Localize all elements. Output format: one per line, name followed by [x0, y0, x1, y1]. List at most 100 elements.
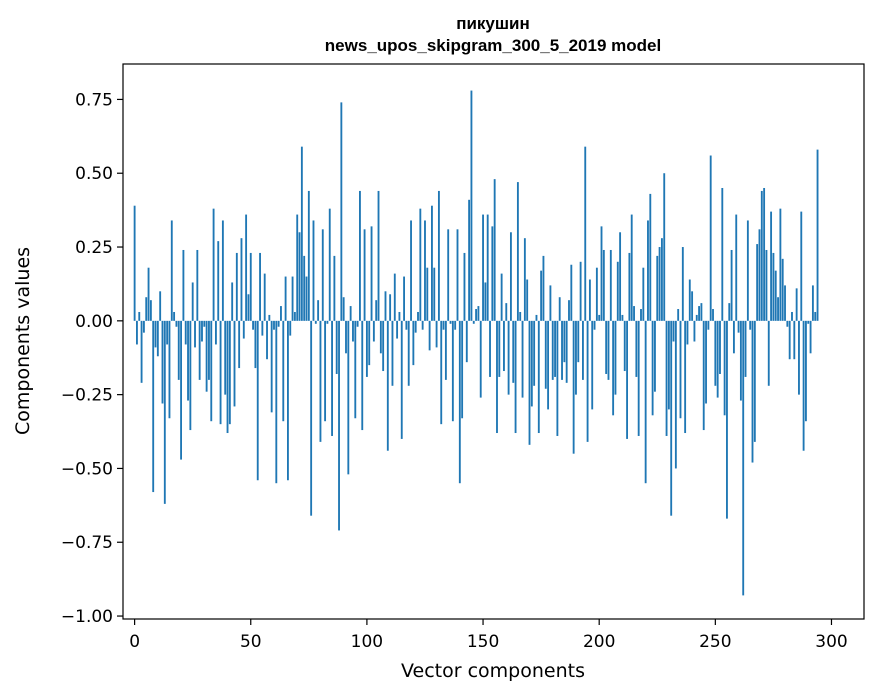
bar-0: [133, 205, 136, 321]
bar-294: [816, 149, 819, 321]
bar-122: [417, 311, 419, 321]
bar-150: [482, 214, 484, 321]
bar-275: [772, 252, 775, 321]
bar-244: [700, 303, 703, 321]
bar-115: [400, 320, 403, 439]
bar-167: [521, 320, 524, 398]
bar-106: [379, 320, 382, 354]
bar-223: [651, 320, 654, 416]
bar-170: [528, 320, 531, 445]
bar-111: [391, 320, 394, 386]
bar-137: [451, 320, 454, 422]
bar-119: [410, 220, 412, 321]
bar-235: [679, 320, 682, 419]
bar-20: [180, 320, 182, 460]
bar-178: [547, 320, 550, 410]
bar-112: [393, 273, 396, 321]
y-tick-label: 0.75: [75, 90, 113, 110]
bar-144: [468, 199, 471, 321]
bar-231: [670, 320, 673, 516]
bar-63: [280, 306, 282, 321]
x-tick-label: 250: [699, 632, 731, 652]
bar-54: [259, 252, 261, 321]
bar-189: [572, 320, 575, 454]
bar-151: [484, 282, 487, 321]
bar-172: [533, 320, 536, 386]
bar-99: [363, 229, 366, 321]
bar-48: [245, 214, 248, 321]
bar-39: [224, 320, 227, 395]
bar-173: [535, 314, 538, 321]
bar-53: [256, 320, 259, 481]
x-tick-label: 200: [583, 632, 615, 652]
bar-238: [686, 320, 689, 345]
bar-117: [405, 320, 408, 330]
bar-162: [509, 232, 512, 321]
bar-217: [637, 320, 640, 436]
bar-43: [233, 320, 236, 407]
bar-194: [584, 146, 587, 321]
bar-281: [786, 320, 789, 327]
bar-180: [551, 320, 554, 380]
bar-168: [523, 238, 526, 321]
bar-187: [568, 300, 570, 321]
bar-77: [312, 220, 315, 321]
bar-270: [760, 190, 763, 321]
y-tick-label: 0.50: [75, 164, 113, 184]
bar-7: [149, 300, 152, 321]
bar-156: [496, 320, 498, 434]
bar-66: [287, 320, 289, 481]
bar-52: [254, 320, 257, 369]
bar-280: [784, 285, 786, 321]
bar-203: [605, 320, 608, 374]
bar-11: [159, 291, 162, 321]
bar-166: [519, 311, 522, 321]
bar-71: [298, 232, 301, 321]
x-tick-label: 300: [815, 632, 847, 652]
bar-120: [412, 320, 415, 366]
bar-56: [263, 273, 266, 321]
bar-264: [746, 220, 749, 321]
bar-159: [503, 320, 505, 372]
bar-273: [767, 320, 770, 386]
bar-133: [442, 320, 445, 330]
bar-55: [261, 320, 264, 336]
bar-142: [463, 252, 466, 321]
x-tick-label: 150: [467, 632, 499, 652]
bar-256: [728, 303, 731, 321]
bar-191: [577, 320, 580, 363]
x-tick-label: 100: [351, 632, 383, 652]
bar-80: [319, 320, 322, 442]
bar-35: [214, 320, 217, 345]
bar-198: [593, 320, 596, 330]
bar-125: [424, 220, 426, 321]
bar-134: [444, 320, 447, 380]
bar-67: [289, 320, 292, 336]
bar-92: [347, 320, 350, 475]
bar-161: [507, 320, 510, 395]
x-tick-label: 50: [240, 632, 262, 652]
bar-8: [152, 320, 155, 493]
bar-87: [335, 320, 338, 374]
bar-259: [735, 214, 738, 321]
bar-225: [656, 255, 659, 321]
bar-199: [595, 267, 598, 321]
bar-25: [191, 282, 194, 321]
bar-29: [201, 320, 203, 342]
bar-36: [217, 241, 220, 321]
bar-86: [333, 255, 336, 321]
bar-251: [716, 320, 719, 398]
bar-17: [173, 311, 176, 321]
bar-65: [284, 276, 287, 321]
bar-195: [586, 320, 589, 442]
bar-182: [556, 320, 559, 436]
bar-30: [203, 320, 206, 327]
bar-49: [247, 294, 250, 321]
bar-290: [807, 320, 810, 324]
bar-93: [349, 306, 352, 321]
bar-286: [798, 320, 800, 395]
bar-239: [688, 279, 691, 321]
bar-179: [549, 285, 552, 321]
bar-147: [475, 309, 478, 321]
